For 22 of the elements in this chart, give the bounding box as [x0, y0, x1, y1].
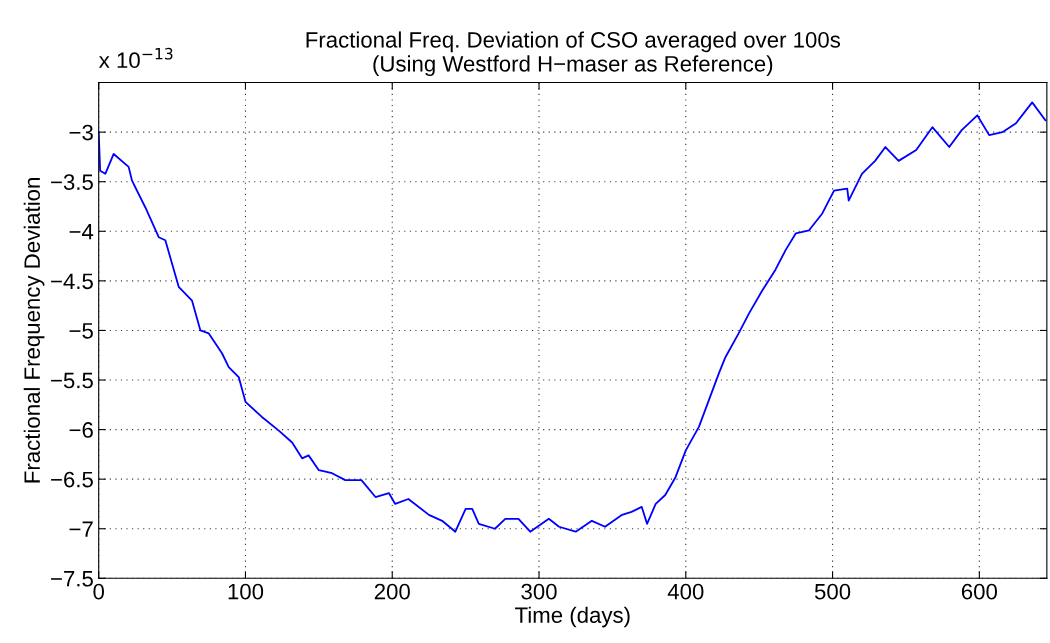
y-tick-label: −3.5 [51, 174, 93, 190]
text: x 10$^{−13}$ [98, 47, 173, 69]
y-axis-title: Fractional Frequency Deviation [23, 178, 45, 483]
y-tick-label: −6.5 [51, 471, 93, 488]
x-tick-label: 0 [93, 583, 105, 600]
x-tick-label: 300 [521, 583, 557, 600]
y-tick-label: −4 [69, 224, 94, 240]
x-tick-label: 100 [228, 583, 264, 600]
chart-title: Fractional Freq. Deviation of CSO averaged over 100s (Using Westford H−maser as Reference) [306, 31, 841, 77]
y-tick-label: −6 [69, 422, 93, 438]
x-tick-label: 200 [374, 583, 410, 600]
y-tick-label: −7.5 [51, 571, 93, 587]
x-tick-label: 500 [814, 583, 851, 600]
line-series [98, 101, 1047, 533]
x-tick-label: 400 [667, 583, 704, 600]
y-tick-label: −5 [69, 323, 93, 339]
y-tick-label: −5.5 [51, 372, 93, 389]
x-axis-title: Time (days) [515, 606, 630, 628]
y-tick-label: −7 [69, 521, 93, 537]
x-tick-label: 600 [961, 583, 998, 600]
y-tick-label: −4.5 [51, 273, 93, 290]
y-tick-label: −3 [69, 124, 93, 141]
